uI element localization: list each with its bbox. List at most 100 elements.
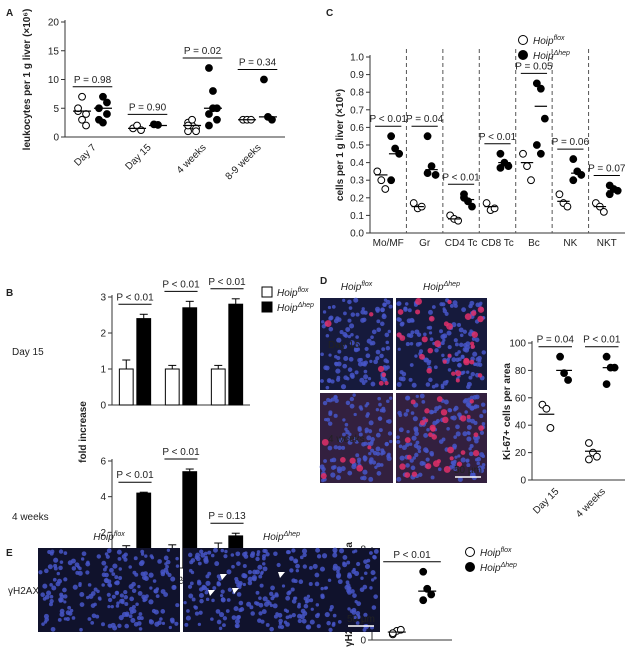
nucleus: [376, 327, 382, 333]
nucleus: [242, 582, 246, 587]
nucleus: [310, 607, 314, 611]
nucleus: [369, 586, 373, 590]
nucleus: [93, 587, 98, 592]
nucleus: [462, 431, 468, 437]
nucleus: [222, 623, 226, 628]
stained-cell: [427, 347, 434, 354]
p-value: P = 0.06: [552, 137, 590, 148]
nucleus: [416, 445, 422, 451]
nucleus: [447, 368, 452, 372]
stained-cell: [377, 365, 385, 373]
nucleus: [449, 303, 454, 308]
nucleus: [410, 465, 416, 471]
nucleus: [63, 617, 67, 621]
stained-cell: [477, 315, 484, 323]
nucleus: [453, 459, 457, 464]
data-point: [205, 64, 213, 72]
nucleus: [335, 368, 341, 374]
nucleus: [255, 590, 260, 595]
nucleus: [403, 306, 408, 311]
nucleus: [293, 596, 297, 600]
nucleus: [421, 399, 426, 404]
stained-cell: [421, 336, 428, 343]
nucleus: [349, 396, 355, 402]
nucleus: [78, 566, 82, 571]
stained-cell: [440, 409, 448, 416]
nucleus: [349, 403, 355, 409]
data-point: [555, 190, 564, 199]
nucleus: [150, 556, 155, 560]
nucleus: [262, 562, 266, 566]
nucleus: [107, 597, 113, 603]
y-tick-label: 5: [53, 104, 59, 115]
nucleus: [372, 450, 378, 456]
nucleus: [370, 448, 375, 453]
nucleus: [234, 618, 240, 624]
nucleus: [413, 427, 419, 433]
nucleus: [278, 618, 283, 624]
nucleus: [321, 324, 326, 329]
nucleus: [469, 395, 475, 400]
nucleus: [320, 586, 324, 591]
nucleus: [247, 580, 253, 586]
nucleus: [133, 556, 138, 561]
y-tick-label: 15: [48, 46, 60, 57]
nucleus: [242, 573, 248, 579]
nucleus: [124, 611, 130, 617]
nucleus: [106, 548, 112, 554]
nucleus: [321, 320, 325, 324]
nucleus: [441, 353, 445, 358]
nucleus: [365, 353, 371, 359]
nucleus: [183, 601, 187, 605]
label-base: Hoip: [533, 51, 554, 62]
stained-cell: [470, 341, 475, 346]
data-point: [560, 369, 568, 378]
nucleus: [270, 585, 275, 591]
nucleus: [350, 332, 354, 337]
nucleus: [128, 614, 133, 619]
stained-cell: [349, 457, 356, 464]
nucleus: [96, 554, 102, 559]
nucleus: [185, 615, 191, 621]
nucleus: [170, 576, 176, 582]
stained-cell: [464, 313, 472, 321]
nucleus: [352, 393, 356, 397]
p-value: P = 0.98: [74, 75, 112, 86]
stained-cell: [378, 380, 384, 386]
nucleus: [199, 598, 204, 604]
nucleus: [198, 592, 204, 598]
x-tick-label: Mo/MF: [373, 238, 404, 249]
nucleus: [418, 472, 423, 477]
nucleus: [479, 468, 484, 474]
nucleus: [479, 414, 484, 419]
data-point: [78, 115, 86, 124]
nucleus: [117, 623, 122, 629]
nucleus: [262, 554, 267, 559]
data-point: [599, 207, 608, 216]
nucleus: [359, 357, 363, 362]
nucleus: [359, 377, 365, 383]
nucleus: [453, 405, 459, 411]
label-sup: flox: [114, 531, 125, 538]
stained-cell: [469, 359, 475, 365]
nucleus: [418, 341, 422, 346]
bar: [118, 368, 134, 406]
nucleus: [323, 459, 327, 463]
nucleus: [326, 417, 331, 422]
nucleus: [405, 463, 410, 468]
nucleus: [349, 340, 355, 346]
nucleus: [187, 552, 193, 558]
nucleus: [453, 338, 458, 343]
nucleus: [359, 587, 365, 593]
nucleus: [375, 349, 381, 355]
nucleus: [398, 427, 404, 433]
y-tick-label: 6: [100, 457, 106, 468]
nucleus: [336, 375, 341, 380]
nucleus: [385, 340, 390, 345]
panel-letter: E: [6, 548, 13, 559]
x-tick-label: CD8 Tc: [481, 238, 514, 249]
nucleus: [329, 458, 334, 463]
nucleus: [334, 398, 339, 403]
label-sup: Δhep: [553, 50, 570, 57]
nucleus: [378, 402, 382, 407]
